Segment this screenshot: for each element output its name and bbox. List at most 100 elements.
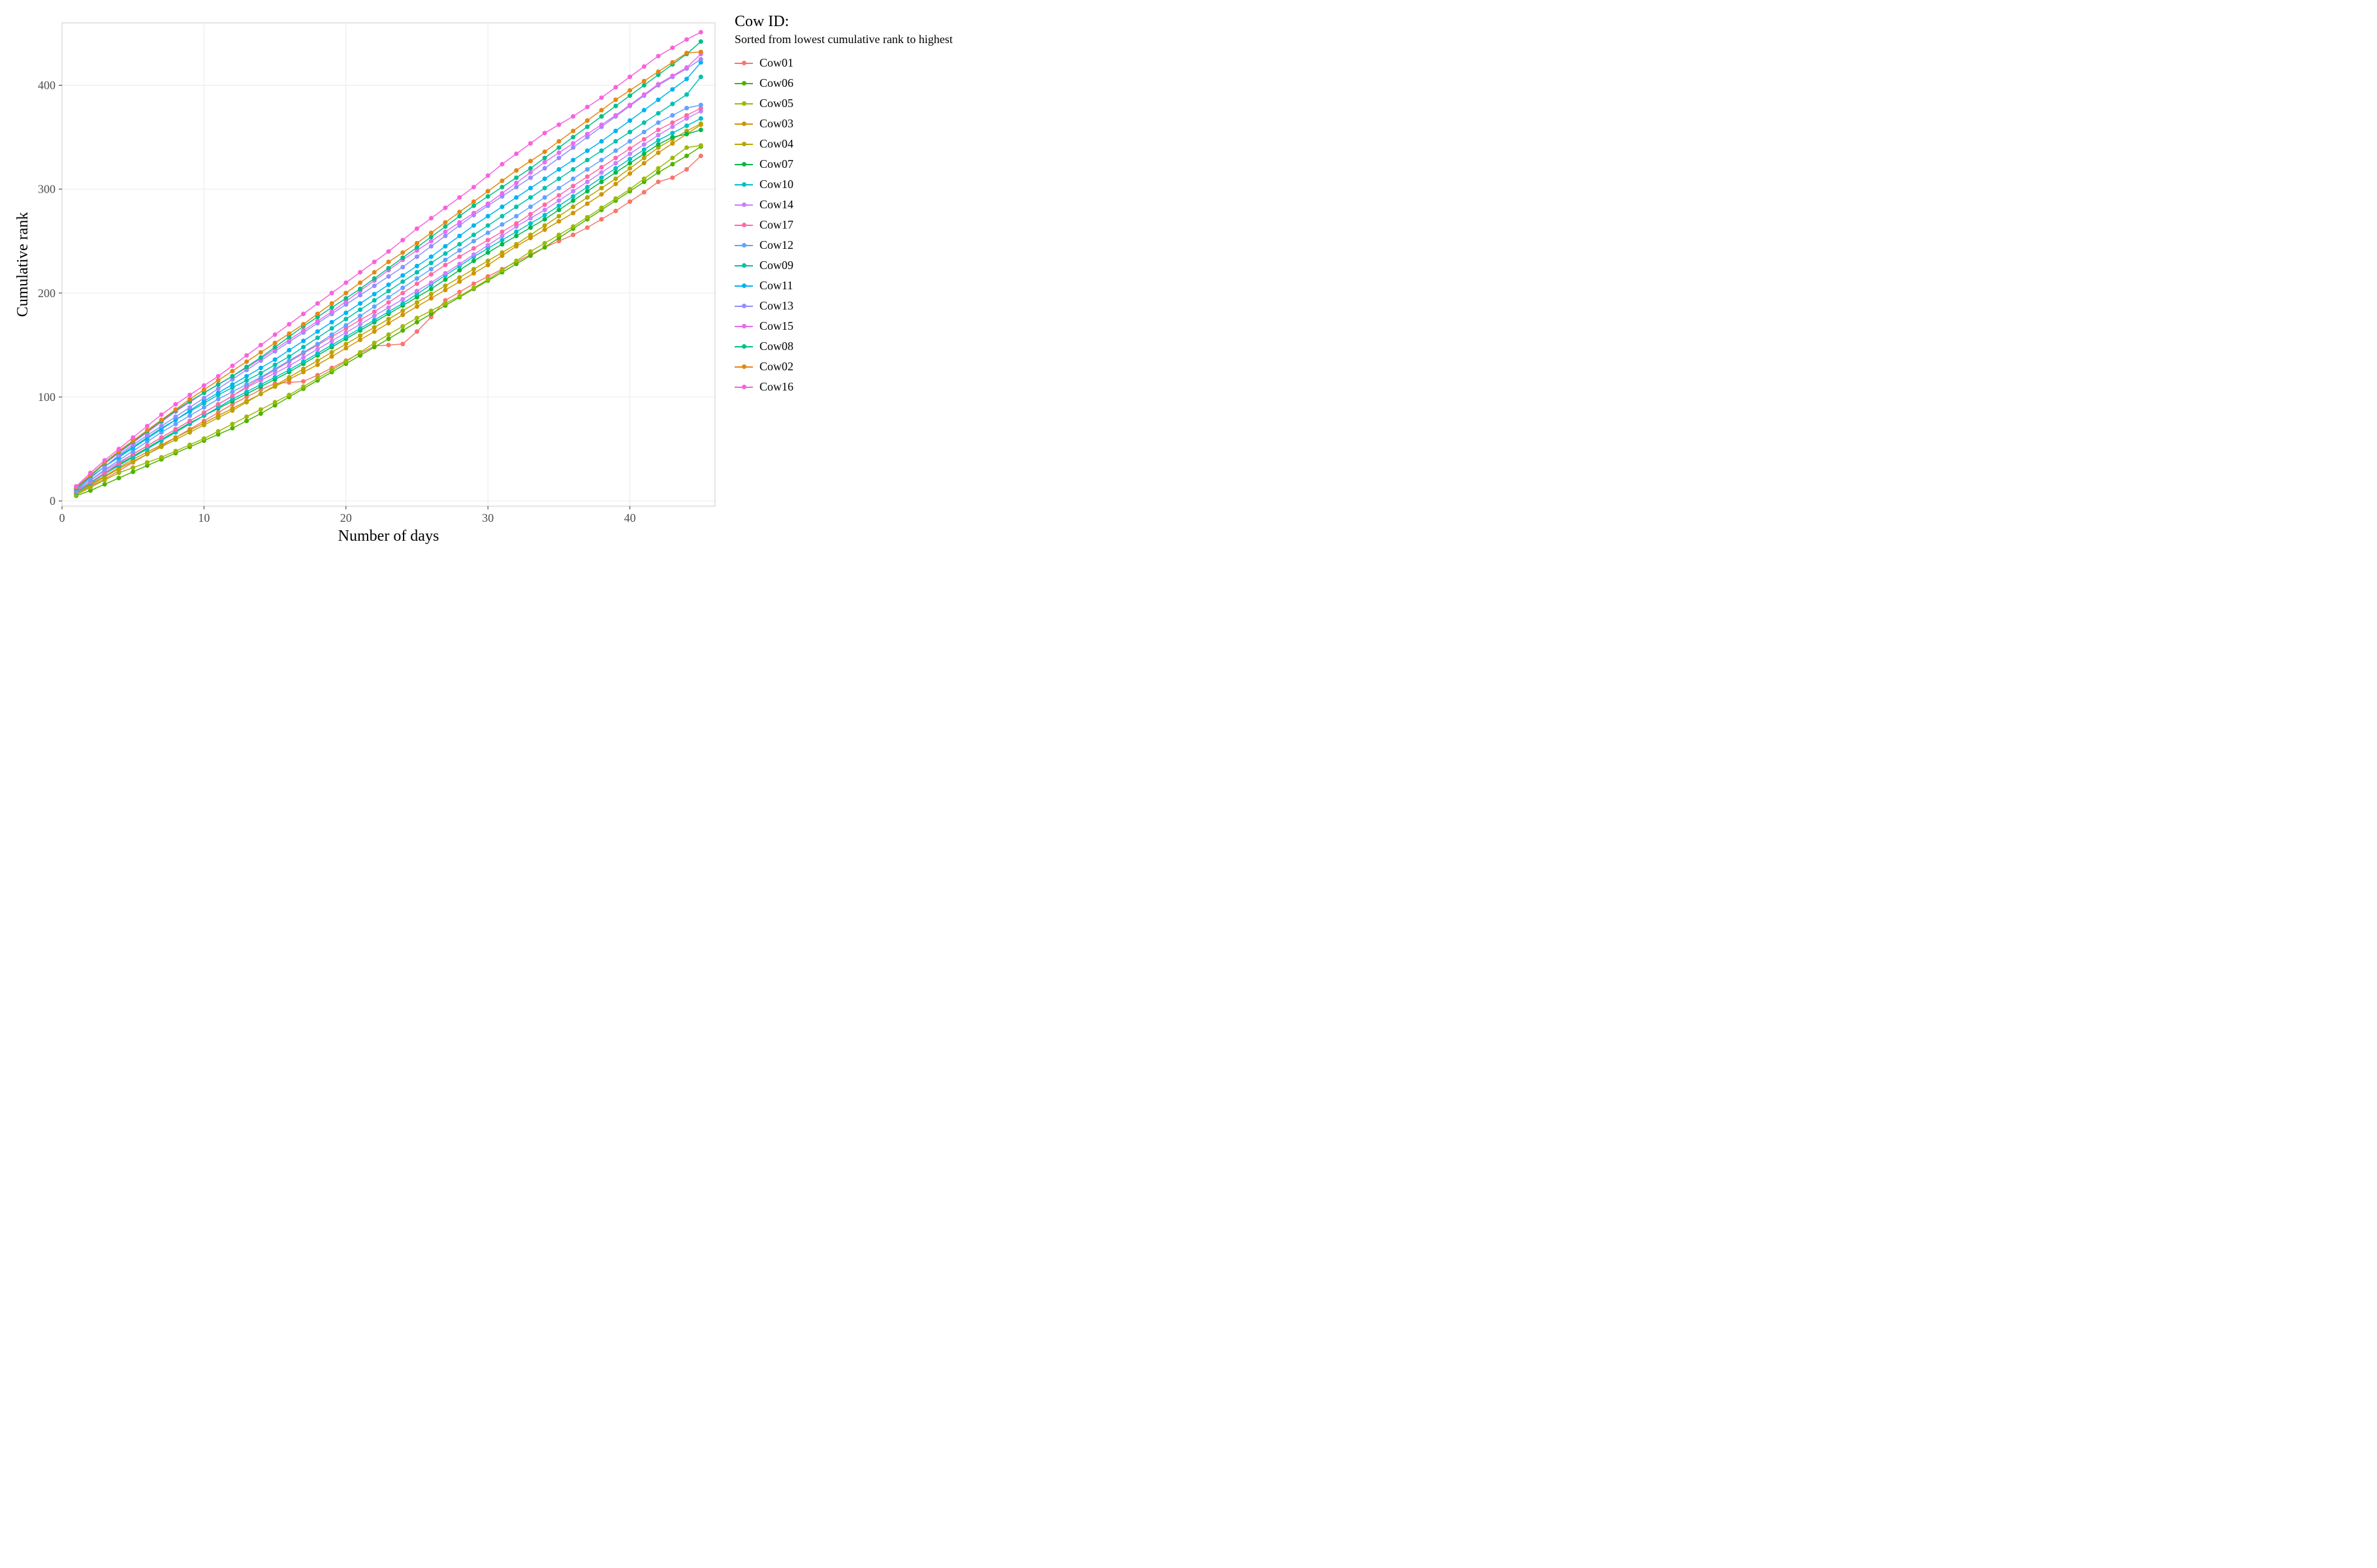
series-point <box>244 374 249 379</box>
series-point <box>443 271 447 276</box>
series-point <box>670 87 675 91</box>
series-point <box>486 231 490 235</box>
series-point <box>628 103 632 107</box>
series-point <box>315 351 320 356</box>
series-point <box>216 382 221 387</box>
series-point <box>471 246 476 251</box>
series-point <box>287 364 291 368</box>
series-point <box>514 152 518 156</box>
legend-item: Cow04 <box>735 137 953 151</box>
series-point <box>628 88 632 93</box>
series-point <box>387 260 391 264</box>
series-point <box>415 300 419 305</box>
series-point <box>443 263 447 267</box>
series-point <box>244 378 249 383</box>
series-point <box>528 221 533 226</box>
series-point <box>387 310 391 314</box>
series-point <box>415 289 419 293</box>
legend-swatch <box>735 387 753 388</box>
x-tick-label: 0 <box>59 511 65 524</box>
series-point <box>684 123 689 128</box>
legend-label: Cow09 <box>759 259 793 272</box>
series-point <box>103 458 107 462</box>
series-point <box>457 262 462 266</box>
series-point <box>315 319 320 323</box>
series-point <box>273 332 278 337</box>
series-point <box>656 54 661 58</box>
series-point <box>301 328 306 333</box>
series-point <box>301 384 306 389</box>
series-point <box>543 195 547 200</box>
series-point <box>400 285 405 290</box>
series-point <box>528 249 533 254</box>
series-point <box>330 306 334 310</box>
series-point <box>543 208 547 212</box>
series-point <box>543 241 547 246</box>
series-point <box>315 301 320 306</box>
series-point <box>415 264 419 268</box>
series-point <box>528 195 533 200</box>
series-point <box>628 171 632 176</box>
series-point <box>230 374 234 379</box>
series-point <box>613 176 618 181</box>
series-point <box>74 484 78 488</box>
series-point <box>599 176 604 180</box>
series-point <box>628 139 632 144</box>
series-point <box>642 64 646 69</box>
series-point <box>443 251 447 256</box>
series-point <box>528 216 533 221</box>
series-point <box>457 195 462 200</box>
series-point <box>415 320 419 325</box>
series-point <box>500 238 504 242</box>
series-point <box>599 170 604 175</box>
series-point <box>656 82 661 86</box>
series-point <box>330 310 334 314</box>
series-point <box>315 336 320 340</box>
series-point <box>88 471 93 475</box>
series-point <box>528 212 533 216</box>
series-point <box>599 139 604 144</box>
series-point <box>301 359 306 364</box>
series-point <box>699 121 703 126</box>
series-point <box>500 214 504 219</box>
series-point <box>387 321 391 325</box>
legend-item: Cow03 <box>735 117 953 131</box>
series-point <box>343 280 348 285</box>
series-point <box>415 241 419 246</box>
legend-dot-icon <box>742 364 746 369</box>
series-point <box>301 366 306 371</box>
series-point <box>187 392 192 397</box>
series-point <box>543 223 547 228</box>
series-point <box>500 229 504 234</box>
legend-label: Cow07 <box>759 157 793 171</box>
series-point <box>387 336 391 341</box>
series-point <box>571 135 575 140</box>
series-point <box>315 342 320 346</box>
series-point <box>457 234 462 238</box>
legend-dot-icon <box>742 121 746 126</box>
series-point <box>699 153 703 158</box>
x-tick-label: 10 <box>198 511 210 524</box>
series-point <box>216 397 221 402</box>
series-point <box>400 238 405 242</box>
legend-item: Cow06 <box>735 76 953 90</box>
series-point <box>415 315 419 320</box>
series-point <box>372 276 377 281</box>
series-point <box>556 155 561 160</box>
series-point <box>571 224 575 229</box>
series-point <box>556 176 561 181</box>
series-point <box>656 69 661 74</box>
series-point <box>330 291 334 295</box>
series-point <box>287 359 291 363</box>
series-point <box>230 422 234 426</box>
series-point <box>287 348 291 353</box>
series-point <box>358 350 362 355</box>
legend-swatch <box>735 326 753 327</box>
series-point <box>202 410 206 415</box>
series-point <box>387 300 391 305</box>
series-point <box>556 199 561 203</box>
series-point <box>613 170 618 175</box>
series-point <box>259 392 263 396</box>
series-point <box>628 93 632 98</box>
series-point <box>599 158 604 163</box>
